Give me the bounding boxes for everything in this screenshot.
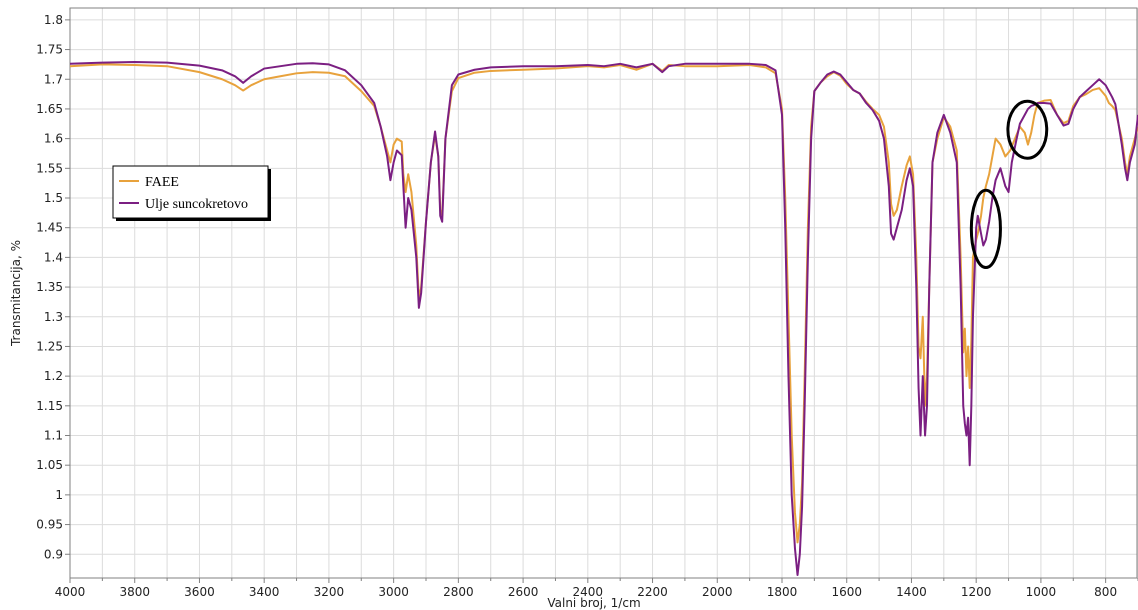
- plot-area-frame: [69, 7, 1138, 579]
- y-tick-label: 1.4: [44, 250, 63, 264]
- y-tick-label: 0.9: [44, 547, 63, 561]
- x-axis-ticks: 4000 3800 3600 3400 3200 3000 2800 2600 2400 2200…: [55, 578, 1138, 599]
- x-tick-label: 1200: [961, 585, 992, 599]
- y-tick-label: 1.1: [44, 429, 63, 443]
- y-tick-label: 1.2: [44, 369, 63, 383]
- y-tick-label: 1.65: [36, 102, 63, 116]
- x-tick-label: 1600: [831, 585, 862, 599]
- y-tick-label: 1.25: [36, 339, 63, 353]
- y-axis-ticks: 0.9 0.95 1 1.05 1.1 1.15 1.2 1.25 1.3 1.35 1.4 1.45…: [36, 13, 70, 561]
- x-tick-label: 2000: [702, 585, 733, 599]
- highlight-ellipse: [1006, 99, 1049, 160]
- x-tick-label: 800: [1094, 585, 1117, 599]
- highlight-ellipse: [969, 188, 1002, 269]
- y-tick-label: 1.35: [36, 280, 63, 294]
- x-tick-label: 1400: [896, 585, 927, 599]
- y-tick-label: 1.45: [36, 221, 63, 235]
- legend: FAEE Ulje suncokretovo: [112, 165, 271, 221]
- y-axis-title: Transmitancija, %: [9, 240, 23, 347]
- x-tick-label: 1000: [1026, 585, 1057, 599]
- x-tick-label: 3600: [184, 585, 215, 599]
- y-tick-label: 1.75: [36, 43, 63, 57]
- x-tick-label: 1800: [767, 585, 798, 599]
- x-tick-label: 3400: [249, 585, 280, 599]
- y-tick-label: 1.7: [44, 72, 63, 86]
- legend-label-faee: FAEE: [145, 175, 179, 190]
- y-tick-label: 1.8: [44, 13, 63, 27]
- y-tick-label: 0.95: [36, 518, 63, 532]
- y-tick-label: 1.55: [36, 161, 63, 175]
- x-tick-label: 3000: [378, 585, 409, 599]
- grid: [69, 8, 1138, 578]
- x-tick-label: 2600: [508, 585, 539, 599]
- series-line-ulje-suncokretovo: [69, 61, 1138, 577]
- y-tick-label: 1: [55, 488, 63, 502]
- annotation-layer: [969, 99, 1049, 269]
- x-axis-title: Valni broj, 1/cm: [547, 596, 640, 610]
- legend-label-ulje-suncokretovo: Ulje suncokretovo: [145, 197, 248, 212]
- x-tick-label: 2400: [573, 585, 604, 599]
- x-tick-label: 3200: [314, 585, 345, 599]
- legend-box: [112, 165, 269, 219]
- y-tick-label: 1.6: [44, 132, 63, 146]
- series-layer: [69, 61, 1138, 577]
- x-tick-label: 2800: [443, 585, 474, 599]
- y-tick-label: 1.5: [44, 191, 63, 205]
- x-tick-label: 3800: [119, 585, 150, 599]
- y-tick-label: 1.05: [36, 458, 63, 472]
- y-tick-label: 1.15: [36, 399, 63, 413]
- x-tick-label: 4000: [55, 585, 86, 599]
- y-tick-label: 1.3: [44, 310, 63, 324]
- x-tick-label: 2200: [637, 585, 668, 599]
